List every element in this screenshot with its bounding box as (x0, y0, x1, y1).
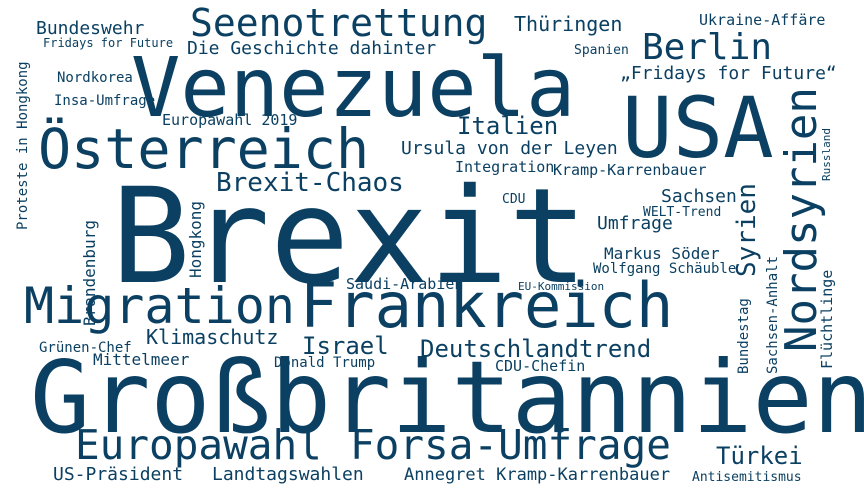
word-proteste-in-hongkong: Proteste in Hongkong (15, 61, 31, 230)
word-donald-trump: Donald Trump (274, 355, 376, 371)
word-antisemitismus: Antisemitismus (692, 470, 802, 485)
word-oesterreich: Österreich (38, 117, 370, 181)
word-syrien: Syrien (732, 183, 762, 277)
word-seenotrettung: Seenotrettung (190, 1, 488, 45)
word-cdu-chefin: CDU-Chefin (495, 357, 586, 375)
word-us-praesident: US-Präsident (53, 464, 184, 485)
word-kramp-karrenbauer: Kramp-Karrenbauer (553, 161, 707, 179)
word-sachsen-anhalt: Sachsen-Anhalt (765, 255, 781, 374)
word-klimaschutz: Klimaschutz (146, 325, 279, 349)
word-mittelmeer: Mittelmeer (93, 350, 190, 369)
word-die-geschichte-dahinter: Die Geschichte dahinter (187, 38, 437, 59)
word-nordkorea: Nordkorea (57, 70, 133, 86)
word-sachsen: Sachsen (661, 186, 737, 207)
word-tuerkei: Türkei (716, 442, 803, 470)
word-russland: Russland (820, 128, 833, 181)
word-markus-soeder: Markus Söder (604, 244, 720, 263)
word-umfrage: Umfrage (597, 213, 673, 234)
word-hongkong: Hongkong (186, 200, 205, 278)
word-brandenburg: Brandenburg (80, 220, 99, 326)
word-thueringen: Thüringen (514, 12, 623, 36)
word-frankreich: Frankreich (300, 269, 674, 342)
word-saudi-arabien: Saudi-Arabien (346, 275, 464, 293)
word-fridays-for-future-quoted: „Fridays for Future“ (620, 63, 837, 84)
word-venezuela: Venezuela (131, 41, 576, 136)
word-annegret-kramp-karrenbauer: Annegret Kramp-Karrenbauer (404, 465, 671, 485)
word-wolfgang-schaeuble: Wolfgang Schäuble (593, 261, 737, 277)
word-europawahl-2019: Europawahl 2019 (162, 111, 298, 129)
word-welt-trend: WELT-Trend (643, 205, 722, 220)
word-migration: Migration (24, 277, 295, 335)
word-forsa-umfrage: Forsa-Umfrage (350, 421, 671, 469)
word-insa-umfrage: Insa-Umfrage (54, 93, 156, 109)
word-fridays-for-future: Fridays for Future (43, 36, 174, 50)
word-brexit: Brexit (111, 160, 588, 314)
word-berlin: Berlin (642, 27, 773, 68)
word-italien: Italien (457, 112, 559, 140)
word-bundestag: Bundestag (736, 298, 752, 374)
word-usa: USA (622, 79, 774, 177)
word-israel: Israel (302, 332, 389, 360)
word-landtagswahlen: Landtagswahlen (212, 464, 364, 485)
word-ukraine-affaere: Ukraine-Affäre (699, 11, 826, 29)
word-spanien: Spanien (574, 43, 629, 58)
word-deutschlandtrend: Deutschlandtrend (420, 335, 652, 363)
word-ursula-von-der-leyen: Ursula von der Leyen (401, 138, 618, 159)
word-grossbritannien: Großbritannien (30, 339, 864, 456)
word-europawahl: Europawahl (75, 421, 322, 469)
word-integration: Integration (455, 158, 555, 176)
word-bundeswehr: Bundeswehr (36, 18, 145, 39)
word-fluechtlinge: Flüchtlinge (818, 269, 836, 369)
word-gruenen-chef: Grünen-Chef (39, 340, 132, 356)
word-cdu: CDU (502, 192, 526, 207)
word-brexit-chaos: Brexit-Chaos (216, 168, 404, 198)
word-eu-kommission: EU-Kommission (518, 280, 605, 293)
